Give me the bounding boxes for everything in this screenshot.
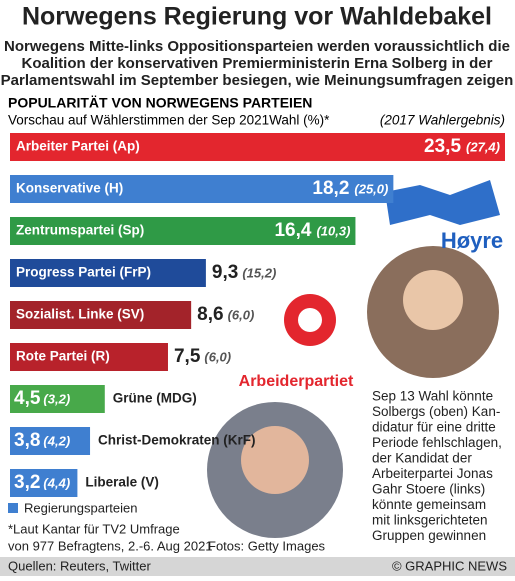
category-label: Rote Partei (R) bbox=[16, 349, 110, 364]
category-label: Sozialist. Linke (SV) bbox=[16, 307, 144, 322]
annotation-line: könnte gemeinsam bbox=[372, 497, 486, 512]
previous-label: (10,3) bbox=[316, 223, 350, 238]
logo-hoyre: Høyre bbox=[441, 228, 503, 253]
legend-swatch bbox=[8, 503, 18, 513]
previous-label: (6,0) bbox=[228, 307, 255, 322]
bar bbox=[10, 175, 394, 203]
photo-credit: Fotos: Getty Images bbox=[208, 538, 326, 553]
bar bbox=[10, 301, 192, 329]
value-label: 4,5 bbox=[14, 388, 41, 409]
value-label: 3,8 bbox=[14, 430, 40, 451]
previous-label: (6,0) bbox=[204, 349, 231, 364]
footnote: *Laut Kantar für TV2 Umfrage bbox=[8, 521, 180, 536]
source: Quellen: Reuters, Twitter bbox=[8, 558, 151, 573]
category-label: Konservative (H) bbox=[16, 181, 123, 196]
copyright: © GRAPHIC NEWS bbox=[392, 558, 507, 573]
bar bbox=[10, 427, 91, 455]
subtitle: Koalition der konservativen Premierminis… bbox=[22, 55, 493, 72]
annotation-line: Gruppen gewinnen bbox=[372, 528, 486, 543]
bar bbox=[10, 133, 505, 161]
category-label: Liberale (V) bbox=[85, 475, 159, 490]
bar bbox=[10, 217, 356, 245]
annotation-line: Sep 13 Wahl könnte bbox=[372, 389, 493, 404]
hoyre-flag bbox=[385, 180, 500, 225]
annotation-line: Arbeiterpartei Jonas bbox=[372, 466, 493, 481]
footer-bar bbox=[0, 557, 515, 576]
subtitle: Parlamentswahl im September besiegen, wi… bbox=[1, 72, 514, 89]
annotation-line: Periode fehlschlagen, bbox=[372, 435, 502, 450]
logo-ap: Arbeiderpartiet bbox=[239, 373, 354, 390]
bar bbox=[10, 259, 206, 287]
value-label: 16,4 bbox=[274, 220, 311, 241]
category-label: Arbeiter Partei (Ap) bbox=[16, 139, 140, 154]
bar bbox=[10, 469, 78, 497]
previous-label: (4,4) bbox=[43, 475, 70, 490]
annotation-line: der Kandidat der bbox=[372, 451, 472, 466]
previous-label: (4,2) bbox=[43, 433, 70, 448]
bar bbox=[10, 343, 168, 371]
photo-face bbox=[241, 426, 309, 494]
previous-label: (3,2) bbox=[43, 391, 70, 406]
rose-logo bbox=[298, 308, 322, 332]
axis-label: Vorschau auf Wählerstimmen der Sep 2021W… bbox=[8, 113, 330, 128]
value-label: 3,2 bbox=[14, 472, 40, 493]
category-label: Christ-Demokraten (KrF) bbox=[98, 433, 256, 448]
annotation-line: didatur für eine dritte bbox=[372, 420, 496, 435]
category-label: Zentrumspartei (Sp) bbox=[16, 223, 144, 238]
legend-label: Regierungsparteien bbox=[24, 500, 137, 515]
subtitle: Norwegens Mitte-links Oppositionsparteie… bbox=[4, 38, 510, 55]
previous-label: (2017 Wahlergebnis) bbox=[380, 113, 505, 128]
footnote: von 977 Befragtens, 2.-6. Aug 2021 bbox=[8, 538, 213, 553]
annotation-line: mit linksgerichteten bbox=[372, 513, 488, 528]
previous-label: (15,2) bbox=[242, 265, 276, 280]
previous-label: (27,4) bbox=[466, 139, 500, 154]
category-label: Grüne (MDG) bbox=[113, 391, 197, 406]
value-label: 7,5 bbox=[174, 346, 201, 367]
value-label: 18,2 bbox=[312, 178, 349, 199]
bar bbox=[10, 385, 105, 413]
category-label: Progress Partei (FrP) bbox=[16, 265, 151, 280]
value-label: 23,5 bbox=[424, 136, 461, 157]
chart-title: Norwegens Regierung vor Wahldebakel bbox=[22, 3, 492, 31]
annotation-line: Solbergs (oben) Kan- bbox=[372, 404, 500, 419]
annotation-line: Gahr Stoere (links) bbox=[372, 482, 485, 497]
previous-label: (25,0) bbox=[354, 181, 388, 196]
section-heading: POPULARITÄT VON NORWEGENS PARTEIEN bbox=[8, 95, 312, 111]
photo-face bbox=[403, 270, 463, 330]
value-label: 8,6 bbox=[197, 304, 223, 325]
value-label: 9,3 bbox=[212, 262, 238, 283]
